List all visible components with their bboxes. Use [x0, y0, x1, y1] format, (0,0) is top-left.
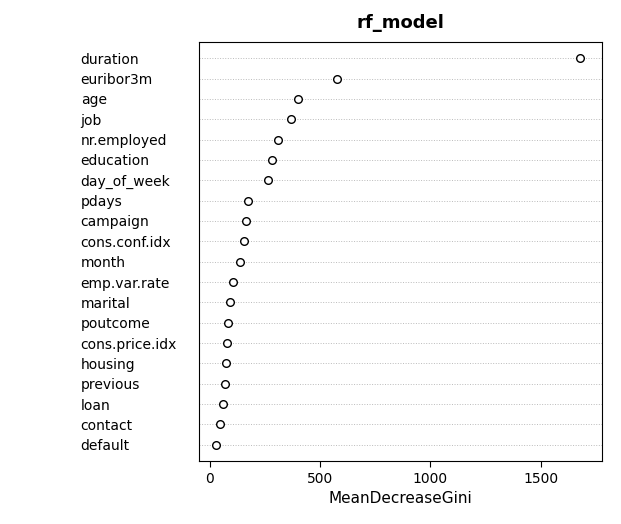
X-axis label: MeanDecreaseGini: MeanDecreaseGini — [329, 491, 473, 506]
Title: rf_model: rf_model — [356, 14, 445, 32]
